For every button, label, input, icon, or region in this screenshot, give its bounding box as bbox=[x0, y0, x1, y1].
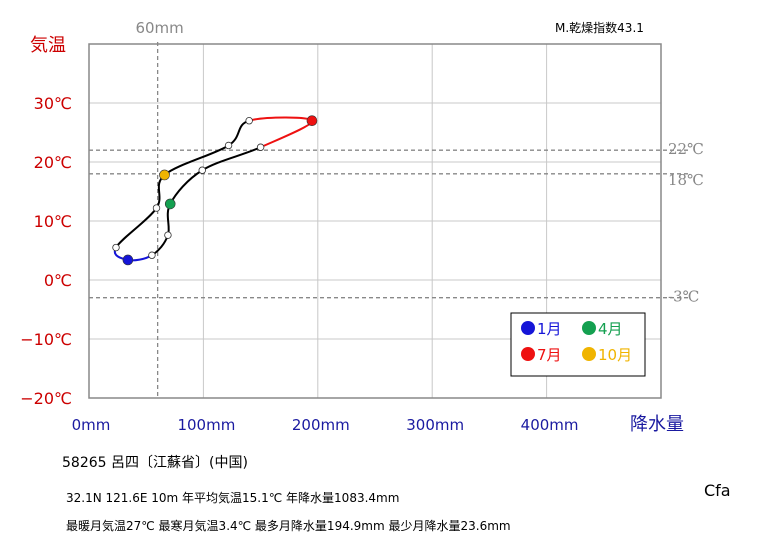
reference-label-x: 60mm bbox=[135, 19, 183, 37]
month-point-8 bbox=[245, 116, 253, 125]
y-tick-label: 0℃ bbox=[44, 271, 72, 290]
legend-label: 4月 bbox=[598, 320, 623, 338]
legend-label: 1月 bbox=[537, 320, 562, 338]
station-name: 58265 呂四〔江蘇省〕(中国) bbox=[62, 455, 248, 471]
legend-label: 7月 bbox=[537, 346, 562, 364]
path-segment-7-8 bbox=[248, 116, 313, 122]
legend-marker bbox=[521, 347, 535, 361]
month-marker-1 bbox=[122, 254, 134, 266]
legend-marker bbox=[521, 321, 535, 335]
path-segment-4-5 bbox=[169, 169, 203, 205]
climate-class: Cfa bbox=[704, 481, 731, 500]
grid-lines bbox=[89, 44, 661, 398]
aridity-index-annotation: M.乾燥指数43.1 bbox=[555, 20, 644, 35]
x-tick-label: 0mm bbox=[72, 416, 111, 434]
x-tick-label: 200mm bbox=[292, 416, 350, 434]
legend-marker bbox=[582, 321, 596, 335]
month-point-12 bbox=[112, 243, 120, 252]
y-tick-label: −10℃ bbox=[20, 330, 72, 349]
plot-frame bbox=[88, 43, 662, 399]
month-point-11 bbox=[152, 204, 161, 212]
y-tick-label: 10℃ bbox=[34, 212, 72, 231]
reference-lines: 60mm 22℃ 18℃ -3℃ bbox=[89, 19, 704, 398]
reference-label-y: 18℃ bbox=[668, 171, 704, 189]
path-segment-5-6 bbox=[201, 146, 262, 172]
x-axis-label: 降水量 bbox=[630, 414, 684, 435]
x-tick-label: 300mm bbox=[406, 416, 464, 434]
month-marker-4 bbox=[164, 198, 176, 210]
month-point-2 bbox=[148, 251, 156, 259]
path-segment-6-7 bbox=[260, 119, 313, 149]
x-tick-label: 400mm bbox=[521, 416, 579, 434]
month-marker-10 bbox=[159, 169, 170, 181]
station-stats-line2: 最暖月気温27℃ 最寒月気温3.4℃ 最多月降水量194.9mm 最少月降水量2… bbox=[66, 519, 511, 533]
legend-label: 10月 bbox=[598, 346, 632, 364]
month-points bbox=[112, 115, 318, 266]
month-marker-7 bbox=[306, 115, 318, 126]
y-axis-label: 気温 bbox=[30, 35, 66, 56]
month-point-3 bbox=[164, 231, 172, 239]
reference-label-y: -3℃ bbox=[668, 288, 699, 306]
y-tick-label: −20℃ bbox=[20, 389, 72, 408]
tick-labels: −20℃ −10℃ 0℃ 10℃ 20℃ 30℃ 0mm 100mm 200mm 300mm 400… bbox=[20, 94, 578, 434]
reference-label-y: 22℃ bbox=[668, 140, 704, 158]
plot-border bbox=[88, 43, 662, 399]
legend: 1月 4月 7月 10月 bbox=[510, 312, 646, 377]
month-point-6 bbox=[256, 143, 265, 151]
x-tick-label: 100mm bbox=[177, 416, 235, 434]
month-point-5 bbox=[198, 166, 206, 174]
month-point-9 bbox=[224, 141, 233, 150]
y-tick-label: 20℃ bbox=[34, 153, 72, 172]
path-segment-8-9 bbox=[227, 119, 250, 147]
station-stats-line1: 32.1N 121.6E 10m 年平均気温15.1℃ 年降水量1083.4mm bbox=[66, 491, 400, 505]
legend-marker bbox=[582, 347, 596, 361]
path-segment-11-12 bbox=[115, 207, 158, 249]
path-segment-2-3 bbox=[151, 234, 169, 257]
climate-path bbox=[113, 116, 313, 262]
y-tick-label: 30℃ bbox=[34, 94, 72, 113]
